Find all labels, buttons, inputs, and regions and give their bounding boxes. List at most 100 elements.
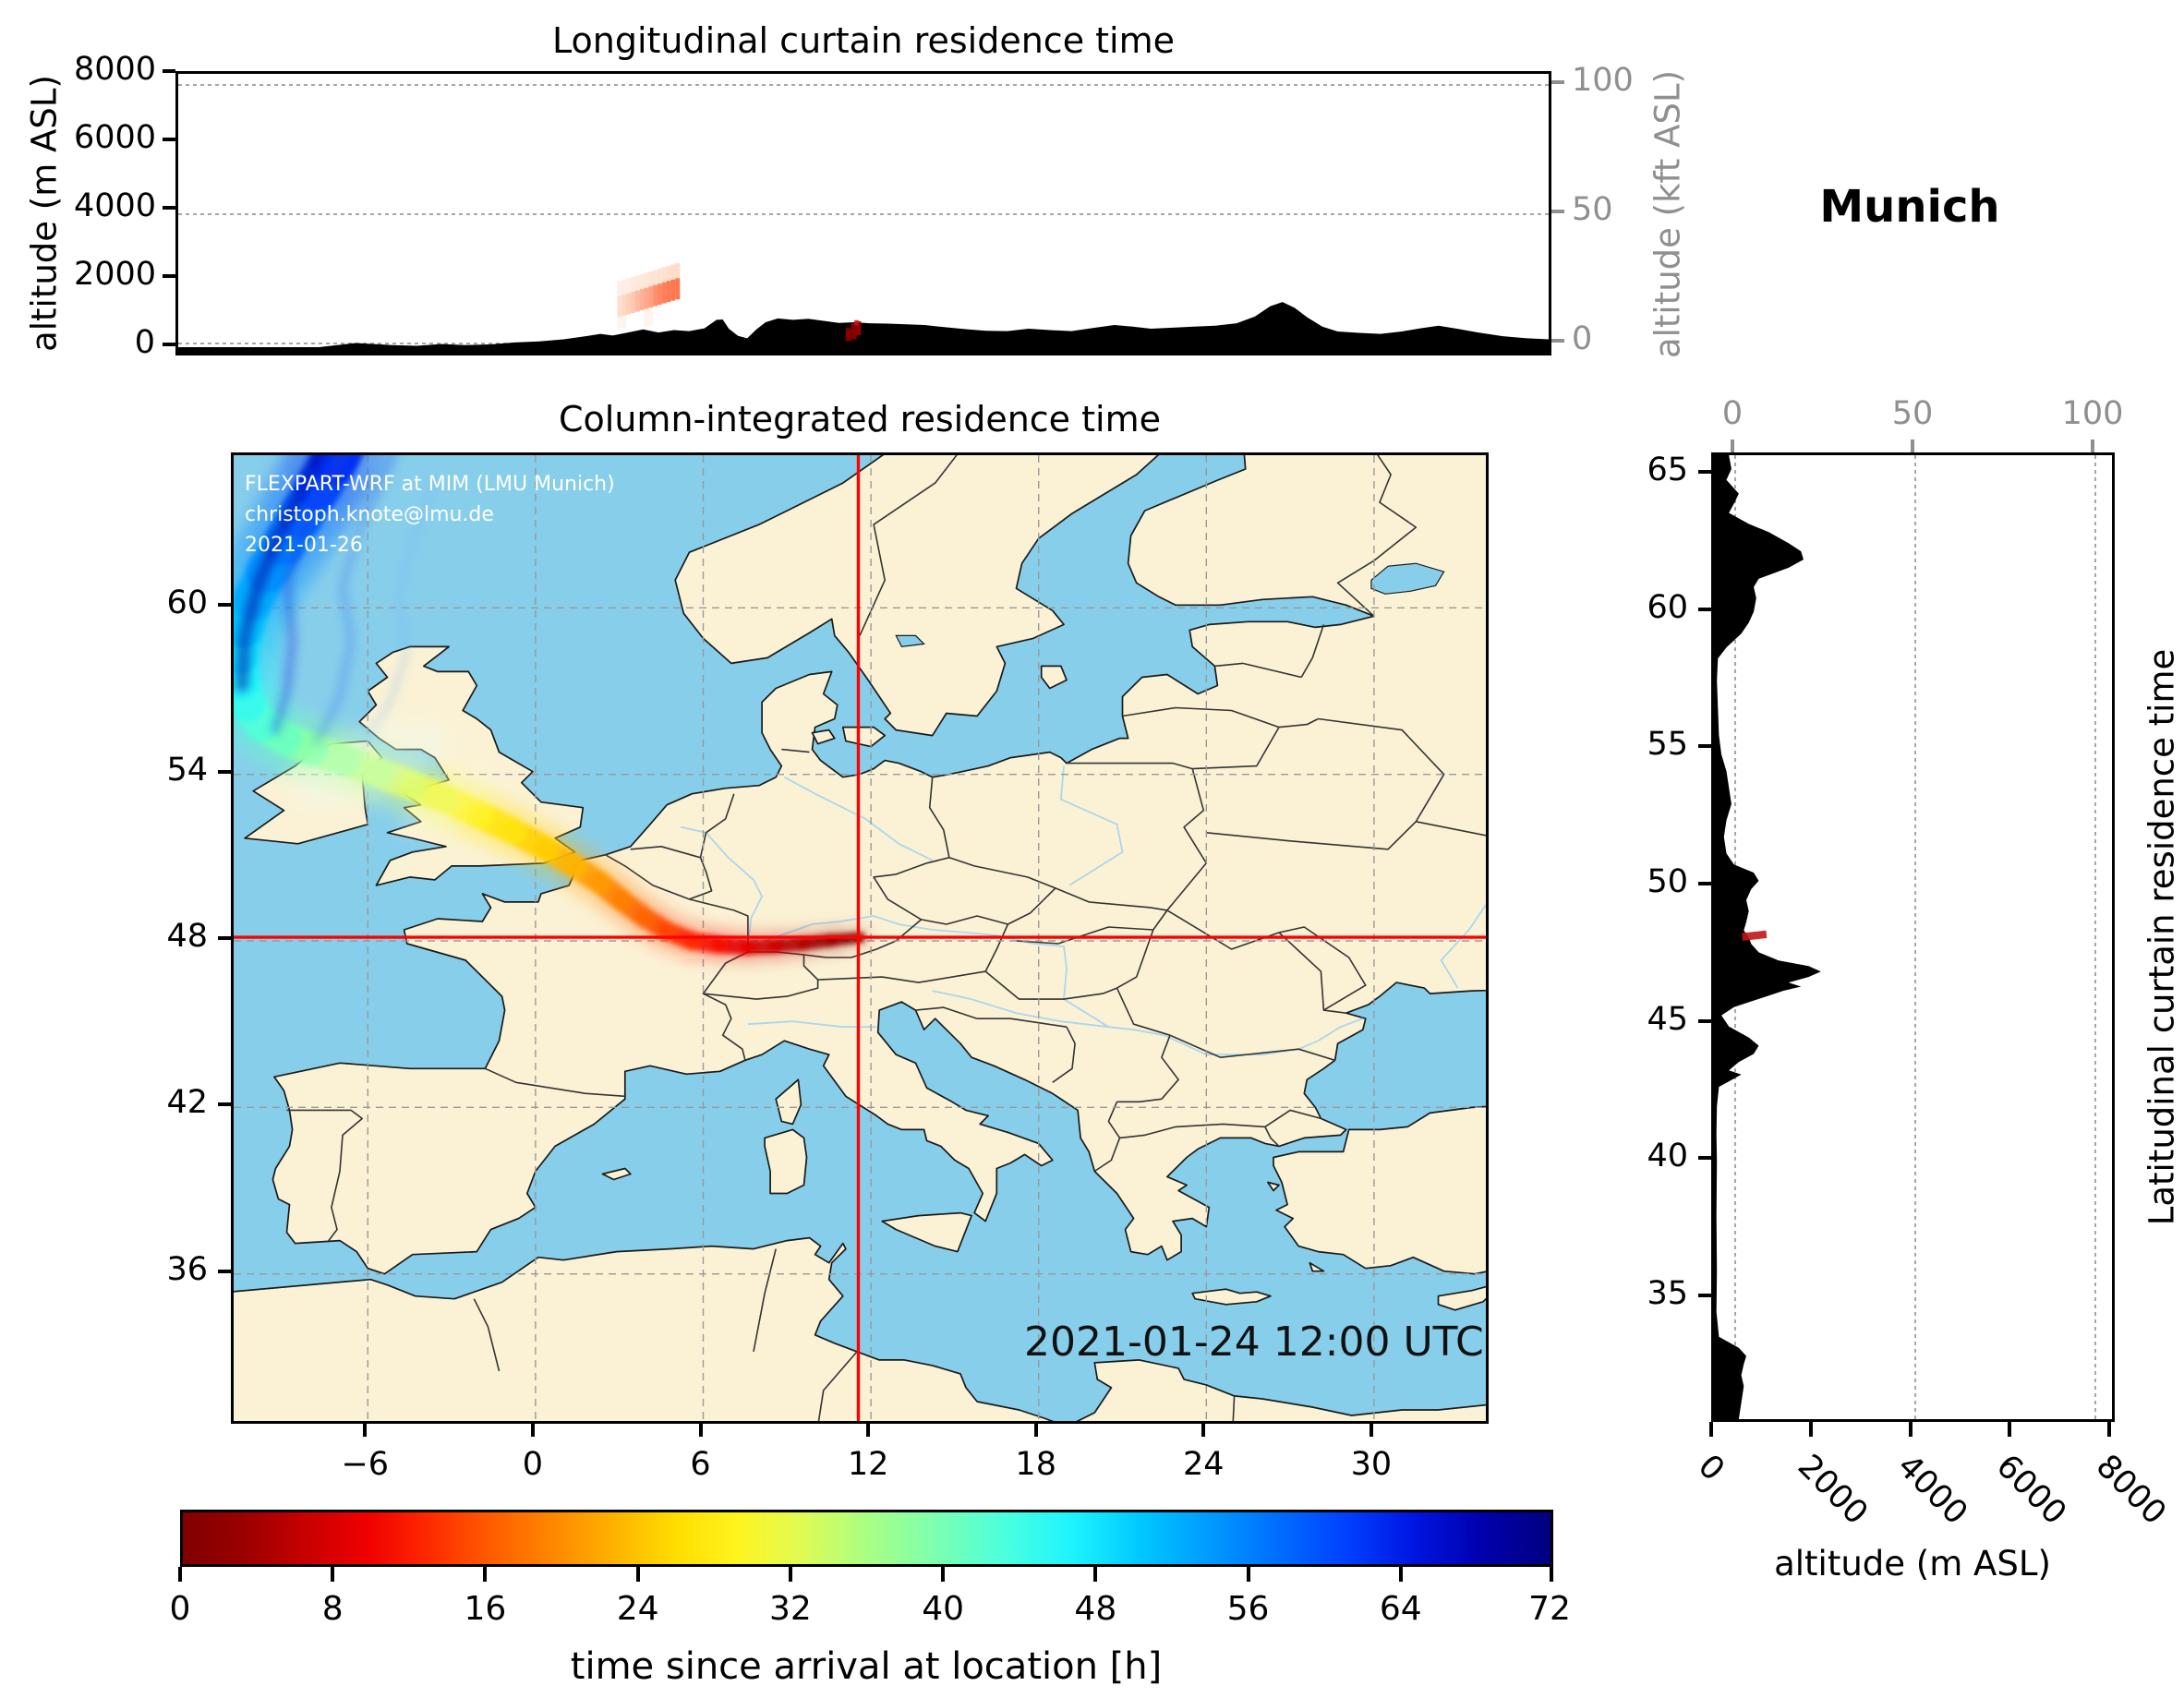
tick-mark bbox=[1246, 1567, 1250, 1582]
map-canvas bbox=[234, 455, 1486, 1421]
tick-mark bbox=[788, 1567, 792, 1582]
right-panel-ytick: 35 bbox=[1647, 1275, 1688, 1313]
map-ytick: 36 bbox=[166, 1250, 208, 1288]
tick-mark bbox=[1398, 1567, 1403, 1582]
right-panel-ytick: 65 bbox=[1647, 451, 1688, 488]
watermark-line: FLEXPART-WRF at MIM (LMU Munich) bbox=[245, 473, 615, 496]
tick-mark bbox=[331, 1567, 335, 1582]
map-xtick: 12 bbox=[847, 1446, 889, 1483]
map-ytick: 60 bbox=[166, 584, 208, 622]
colorbar-tick: 24 bbox=[616, 1590, 659, 1628]
map-xtick: −6 bbox=[341, 1446, 390, 1483]
tick-mark bbox=[163, 206, 175, 210]
colorbar-tick: 72 bbox=[1528, 1590, 1571, 1628]
tick-mark bbox=[1911, 440, 1914, 452]
top-panel-y2tick: 50 bbox=[1572, 191, 1613, 228]
map-xtick: 30 bbox=[1350, 1446, 1393, 1483]
column-integrated-map bbox=[231, 452, 1489, 1424]
tick-mark bbox=[363, 1424, 368, 1437]
watermark-line: christoph.knote@lmu.de bbox=[245, 503, 494, 526]
colorbar-tick: 64 bbox=[1379, 1590, 1422, 1628]
right-panel-x2tick: 0 bbox=[1721, 395, 1744, 432]
map-title: Column-integrated residence time bbox=[559, 399, 1161, 440]
colorbar-tick: 0 bbox=[169, 1590, 191, 1628]
right-panel-x2tick: 50 bbox=[1891, 395, 1934, 432]
tick-mark bbox=[1551, 339, 1564, 343]
map-xtick: 18 bbox=[1015, 1446, 1056, 1483]
tick-mark bbox=[1709, 1422, 1713, 1437]
colorbar-tick: 56 bbox=[1226, 1590, 1270, 1628]
tick-mark bbox=[1908, 1422, 1913, 1437]
tick-mark bbox=[163, 343, 175, 346]
right-panel-ytick: 60 bbox=[1647, 588, 1688, 626]
tick-mark bbox=[530, 1424, 535, 1437]
tick-mark bbox=[1698, 1018, 1711, 1023]
longitudinal-curtain-plot bbox=[175, 71, 1551, 355]
tick-mark bbox=[1551, 210, 1564, 213]
colorbar-tick: 16 bbox=[464, 1590, 507, 1628]
tick-mark bbox=[218, 769, 231, 774]
right-panel-ytick: 45 bbox=[1647, 1000, 1688, 1038]
tick-mark bbox=[1698, 469, 1711, 474]
tick-mark bbox=[866, 1424, 871, 1437]
watermark: FLEXPART-WRF at MIM (LMU Munich) christop… bbox=[245, 469, 615, 560]
top-panel-y2tick: 0 bbox=[1572, 320, 1593, 357]
tick-mark bbox=[2091, 440, 2094, 452]
latitudinal-curtain-canvas bbox=[1714, 455, 2096, 1419]
tick-mark bbox=[1698, 744, 1711, 749]
right-panel-xtick: 2000 bbox=[1790, 1448, 1875, 1533]
map-ytick: 48 bbox=[166, 918, 208, 955]
map-ytick: 42 bbox=[166, 1084, 208, 1122]
colorbar-tick: 40 bbox=[922, 1590, 965, 1628]
right-panel-xtick: 6000 bbox=[1988, 1448, 2074, 1533]
tick-mark bbox=[483, 1567, 488, 1582]
map-ytick: 54 bbox=[166, 751, 208, 789]
colorbar-tick: 8 bbox=[321, 1590, 344, 1628]
tick-mark bbox=[178, 1567, 182, 1582]
tick-mark bbox=[1550, 1567, 1553, 1582]
longitudinal-curtain-canvas bbox=[178, 84, 1549, 353]
map-xtick: 24 bbox=[1183, 1446, 1225, 1483]
map-xtick: 0 bbox=[522, 1446, 544, 1483]
right-panel-xlabel: altitude (m ASL) bbox=[1774, 1544, 2051, 1584]
top-panel-ytick: 4000 bbox=[74, 187, 157, 224]
right-panel-xtick: 0 bbox=[1690, 1448, 1732, 1489]
colorbar-label: time since arrival at location [h] bbox=[570, 1645, 1163, 1688]
right-panel-ytick: 55 bbox=[1647, 726, 1688, 764]
colorbar-tick: 48 bbox=[1074, 1590, 1117, 1628]
tick-mark bbox=[1698, 881, 1711, 885]
tick-mark bbox=[941, 1567, 946, 1582]
tick-mark bbox=[1698, 1156, 1711, 1161]
tick-mark bbox=[218, 1102, 231, 1107]
top-panel-y2tick: 100 bbox=[1572, 62, 1634, 99]
tick-mark bbox=[218, 1269, 231, 1273]
tick-mark bbox=[1698, 1294, 1711, 1298]
tick-mark bbox=[1201, 1424, 1206, 1437]
station-title: Munich bbox=[1819, 181, 2000, 233]
right-panel-xtick: 8000 bbox=[2088, 1448, 2173, 1533]
tick-mark bbox=[1551, 80, 1564, 84]
tick-mark bbox=[1369, 1424, 1373, 1437]
right-panel-ytick: 40 bbox=[1647, 1138, 1688, 1175]
tick-mark bbox=[698, 1424, 703, 1437]
tick-mark bbox=[163, 274, 175, 278]
tick-mark bbox=[635, 1567, 640, 1582]
top-panel-ytick: 0 bbox=[134, 324, 155, 361]
top-panel-ytick: 6000 bbox=[74, 119, 157, 156]
right-panel-ytick: 50 bbox=[1647, 862, 1688, 900]
tick-mark bbox=[1731, 440, 1734, 452]
timestamp-label: 2021-01-24 12:00 UTC bbox=[1024, 1319, 1484, 1366]
tick-mark bbox=[2107, 1422, 2111, 1437]
tick-mark bbox=[1808, 1422, 1813, 1437]
map-xtick: 6 bbox=[690, 1446, 711, 1483]
tick-mark bbox=[163, 69, 175, 73]
right-panel-side-label: Latitudinal curtain residence time bbox=[2142, 648, 2182, 1226]
top-panel-title: Longitudinal curtain residence time bbox=[552, 20, 1175, 61]
latitudinal-curtain-plot bbox=[1711, 452, 2115, 1422]
right-panel-x2tick: 100 bbox=[2061, 395, 2124, 432]
top-panel-ytick: 8000 bbox=[74, 51, 157, 88]
tick-mark bbox=[218, 936, 231, 940]
tick-mark bbox=[1033, 1424, 1038, 1437]
top-panel-y2label: altitude (kft ASL) bbox=[1647, 69, 1688, 359]
colorbar bbox=[180, 1510, 1553, 1567]
